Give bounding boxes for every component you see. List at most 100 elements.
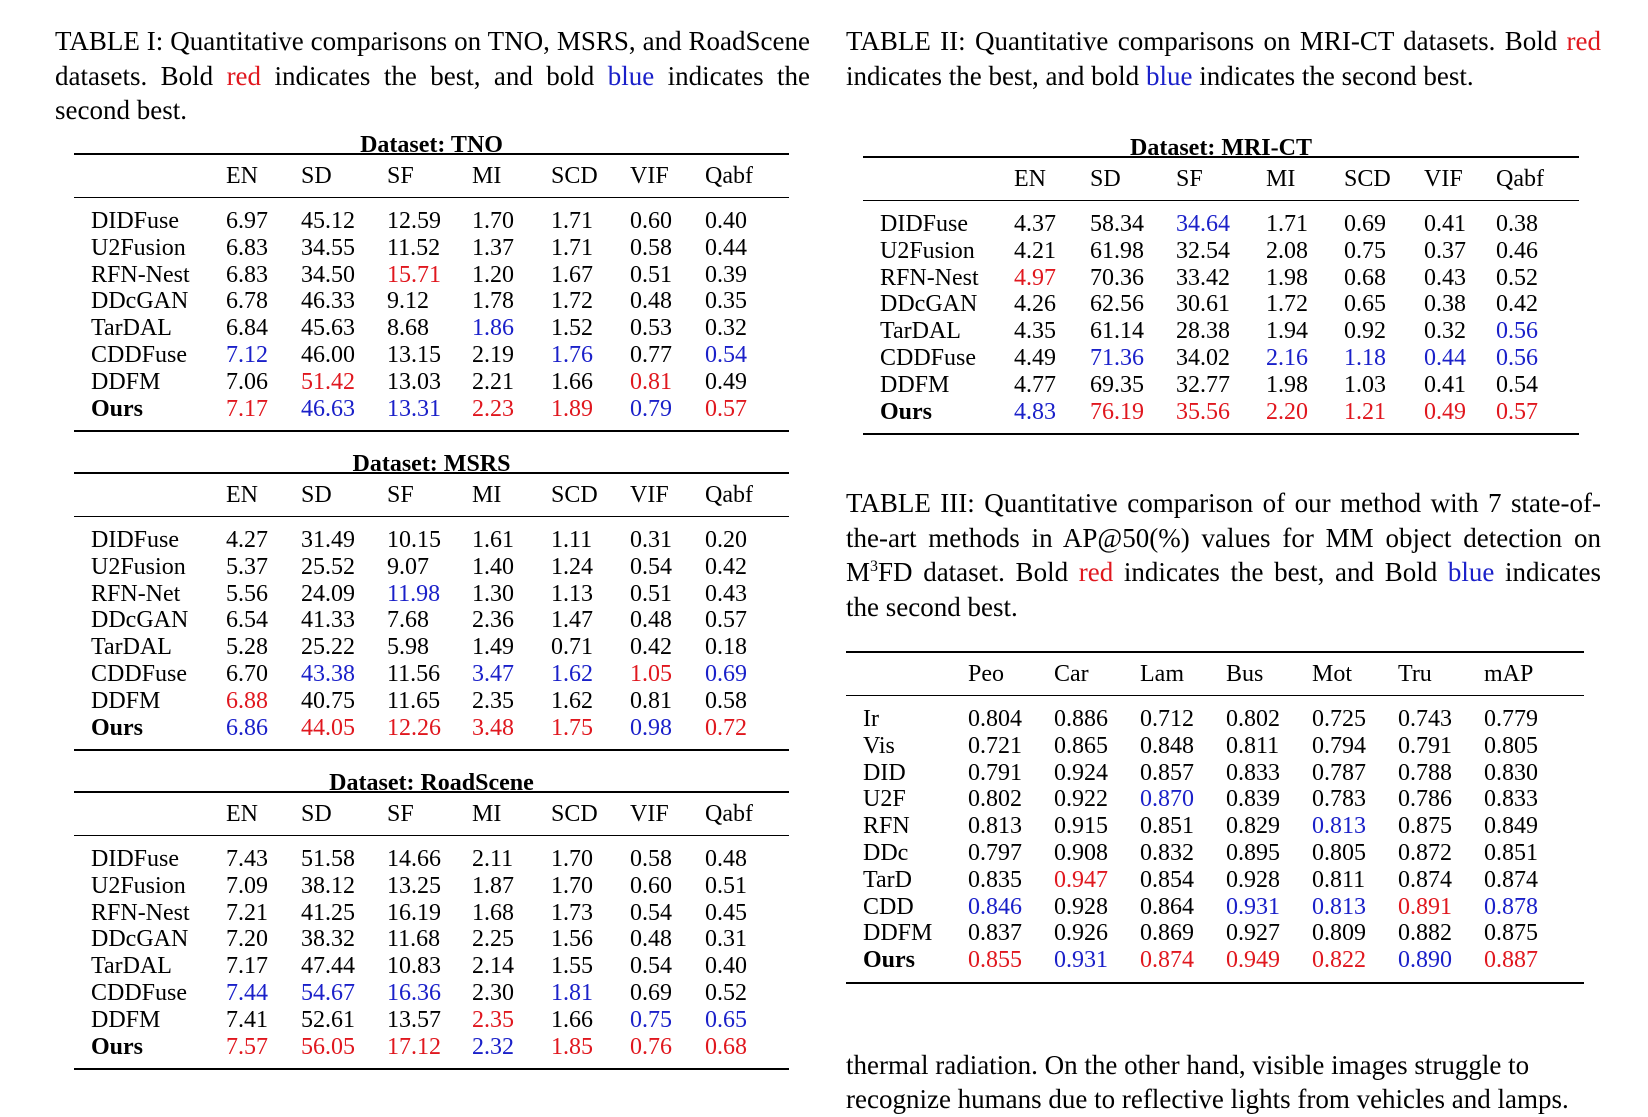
metric-value: 1.18 (1344, 344, 1386, 371)
metric-value: 46.33 (301, 288, 355, 315)
metric-value: 0.57 (1496, 398, 1538, 425)
metric-value: 16.36 (387, 979, 441, 1006)
metric-value: 40.75 (301, 687, 355, 714)
metric-value: 0.60 (630, 872, 672, 899)
metric-value: 0.68 (705, 1033, 747, 1060)
metric-value: 0.931 (1226, 893, 1280, 920)
metric-value: 5.56 (226, 580, 268, 607)
metric-value: 0.48 (630, 288, 672, 315)
metric-value: 1.56 (551, 926, 593, 953)
metric-value: 0.51 (630, 580, 672, 607)
column-header: EN (1014, 165, 1046, 192)
method-name: DDcGAN (91, 288, 189, 315)
method-name: DDFM (91, 1006, 161, 1033)
method-name: DDFM (91, 687, 161, 714)
method-name: Ours (863, 947, 916, 974)
metric-value: 0.854 (1140, 866, 1194, 893)
method-name: RFN (863, 813, 910, 840)
metric-value: 7.21 (226, 899, 268, 926)
column-header: Qabf (705, 800, 753, 827)
metric-value: 16.19 (387, 899, 441, 926)
metric-value: 46.63 (301, 395, 355, 422)
metric-value: 1.68 (472, 899, 514, 926)
method-name: DDcGAN (91, 926, 189, 953)
method-name: U2F (863, 786, 906, 813)
table-row: RFN-Nest 4.97 70.36 33.42 1.98 0.68 0.43 0.52 (863, 265, 1579, 292)
method-name: Ours (880, 398, 933, 425)
metric-value: 0.783 (1312, 786, 1366, 813)
metric-value: 38.12 (301, 872, 355, 899)
metric-value: 69.35 (1090, 371, 1144, 398)
caption-text: indicates the best, and Bold (1113, 557, 1448, 587)
metric-value: 0.81 (630, 687, 672, 714)
metric-value: 0.833 (1484, 786, 1538, 813)
metric-value: 31.49 (301, 527, 355, 553)
metric-value: 0.869 (1140, 920, 1194, 947)
metric-value: 9.12 (387, 288, 429, 315)
metric-value: 0.928 (1054, 893, 1108, 920)
method-name: TarDAL (91, 953, 172, 980)
metric-value: 1.05 (630, 660, 672, 687)
metric-value: 1.24 (551, 553, 593, 580)
metric-value: 0.809 (1312, 920, 1366, 947)
table-row: U2Fusion 6.83 34.55 11.52 1.37 1.71 0.58 0.44 (74, 235, 789, 262)
metric-value: 0.69 (705, 660, 747, 687)
metric-value: 0.58 (705, 687, 747, 714)
metric-value: 11.68 (387, 926, 441, 953)
column-header: SD (1090, 165, 1121, 192)
metric-value: 0.48 (705, 846, 747, 872)
metric-value: 0.835 (968, 866, 1022, 893)
metric-value: 0.874 (1398, 866, 1452, 893)
metric-value: 4.27 (226, 527, 268, 553)
metric-value: 4.97 (1014, 264, 1056, 291)
method-name: RFN-Net (91, 580, 181, 607)
metric-value: 0.40 (705, 208, 747, 234)
metric-value: 0.947 (1054, 866, 1108, 893)
header-corner (846, 652, 968, 696)
metric-value: 0.54 (705, 341, 747, 368)
metric-value: 2.30 (472, 979, 514, 1006)
caption-text: indicates the second best. (1192, 60, 1474, 91)
metric-value: 4.26 (1014, 291, 1056, 318)
metric-value: 13.25 (387, 872, 441, 899)
metric-value: 0.51 (630, 261, 672, 288)
metric-value: 1.52 (551, 315, 593, 342)
table-row: DDFM 0.837 0.926 0.869 0.927 0.809 0.882 0.875 (846, 920, 1584, 947)
caption-text: TABLE I: Quantitative comparisons on TNO… (55, 26, 810, 91)
caption-text: FD dataset. Bold (878, 557, 1079, 587)
column-header: SF (387, 481, 414, 508)
metric-value: 0.811 (1312, 866, 1366, 893)
metric-value: 13.57 (387, 1006, 441, 1033)
table-row: CDD 0.846 0.928 0.864 0.931 0.813 0.891 0.878 (846, 894, 1584, 921)
metric-value: 0.786 (1398, 786, 1452, 813)
table-detection: Peo Car Lam Bus Mot Tru mAP Ir 0.804 0.886 0.712 0.… (846, 651, 1584, 984)
method-name: DIDFuse (91, 846, 179, 872)
metric-value: 7.12 (226, 341, 268, 368)
metric-value: 10.83 (387, 953, 441, 980)
column-header: Mot (1312, 660, 1353, 687)
metric-value: 0.830 (1484, 759, 1538, 786)
metric-value: 3.47 (472, 660, 514, 687)
metric-value: 0.41 (1424, 211, 1466, 237)
method-name: Ir (863, 706, 879, 732)
metric-value: 0.40 (705, 953, 747, 980)
metric-value: 17.12 (387, 1033, 441, 1060)
metric-value: 0.855 (968, 947, 1022, 974)
metric-value: 0.837 (968, 920, 1022, 947)
column-header: SCD (551, 481, 598, 508)
metric-value: 0.42 (705, 553, 747, 580)
metric-value: 0.44 (1424, 344, 1466, 371)
metric-value: 4.37 (1014, 211, 1056, 237)
table-row: DIDFuse 4.27 31.49 10.15 1.61 1.11 0.31 0.20 (74, 517, 789, 554)
column-header: SD (301, 162, 332, 189)
column-header: SCD (551, 162, 598, 189)
table-roadscene: EN SD SF MI SCD VIF Qabf DIDFuse 7.43 51.58 14.66 2… (74, 791, 789, 1070)
metric-value: 4.21 (1014, 237, 1056, 264)
metric-value: 7.09 (226, 872, 268, 899)
column-header: Peo (968, 660, 1004, 687)
metric-value: 70.36 (1090, 264, 1144, 291)
caption-text: TABLE II: Quantitative comparisons on MR… (846, 26, 1567, 56)
metric-value: 0.931 (1054, 947, 1108, 974)
column-header: Qabf (705, 481, 753, 508)
metric-value: 0.874 (1140, 947, 1194, 974)
